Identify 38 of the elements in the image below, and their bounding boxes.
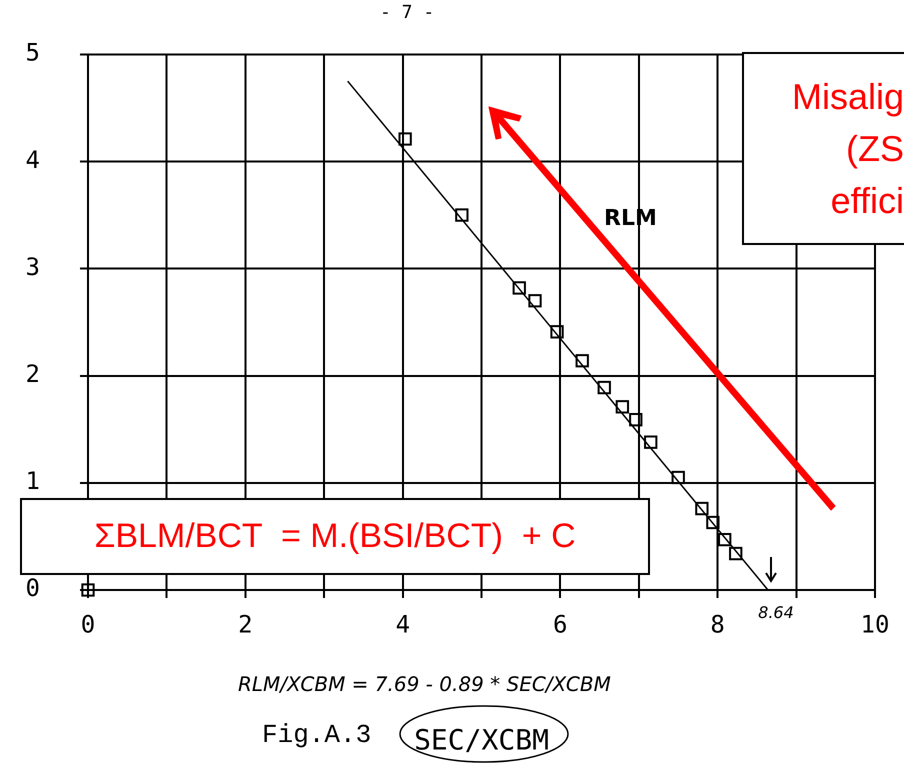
text: Fig.A.3 bbox=[262, 720, 372, 750]
point bbox=[695, 502, 709, 516]
point bbox=[576, 354, 589, 368]
y-tick-label: 0 bbox=[26, 574, 40, 602]
y-tick-label: 2 bbox=[26, 360, 40, 388]
y-tick-label: 5 bbox=[26, 38, 40, 67]
annotation: effici bbox=[830, 180, 904, 222]
text-box: ΣBLM/BCT = M.(BSI/BCT) + C bbox=[20, 498, 650, 575]
annotation: ΣBLM/BCT = M.(BSI/BCT) + C bbox=[94, 517, 576, 556]
x-tick-label: 6 bbox=[552, 610, 568, 639]
text: - 7 - bbox=[380, 2, 434, 23]
point bbox=[672, 470, 685, 484]
point bbox=[629, 413, 642, 426]
x-tick-label: 8 bbox=[710, 610, 725, 639]
point bbox=[729, 546, 742, 560]
y-tick-label: 3 bbox=[26, 252, 40, 281]
point bbox=[718, 532, 732, 546]
x-axis-title: SEC/XCBM bbox=[414, 723, 549, 756]
point bbox=[455, 208, 468, 222]
y-tick-label: 1 bbox=[26, 467, 40, 496]
point bbox=[512, 281, 526, 295]
annotation: Misalig bbox=[792, 76, 904, 118]
x-tick-label: 10 bbox=[860, 610, 890, 639]
x-tick-label: 0 bbox=[80, 610, 96, 639]
point bbox=[528, 294, 542, 308]
x-tick-label: 2 bbox=[238, 610, 253, 639]
annotation: 8.64 bbox=[758, 603, 794, 622]
point bbox=[644, 436, 658, 449]
callout-box: Misalig (ZS effici bbox=[742, 52, 904, 245]
point bbox=[550, 325, 564, 338]
y-tick-label: 4 bbox=[26, 146, 40, 174]
point bbox=[706, 516, 720, 530]
x-tick-label: 4 bbox=[396, 610, 410, 639]
point bbox=[616, 400, 630, 414]
annotation: (ZS bbox=[846, 128, 904, 170]
point bbox=[598, 380, 611, 394]
point bbox=[398, 132, 412, 146]
text: RLM/XCBM = 7.69 - 0.89 * SEC/XCBM bbox=[238, 672, 611, 696]
